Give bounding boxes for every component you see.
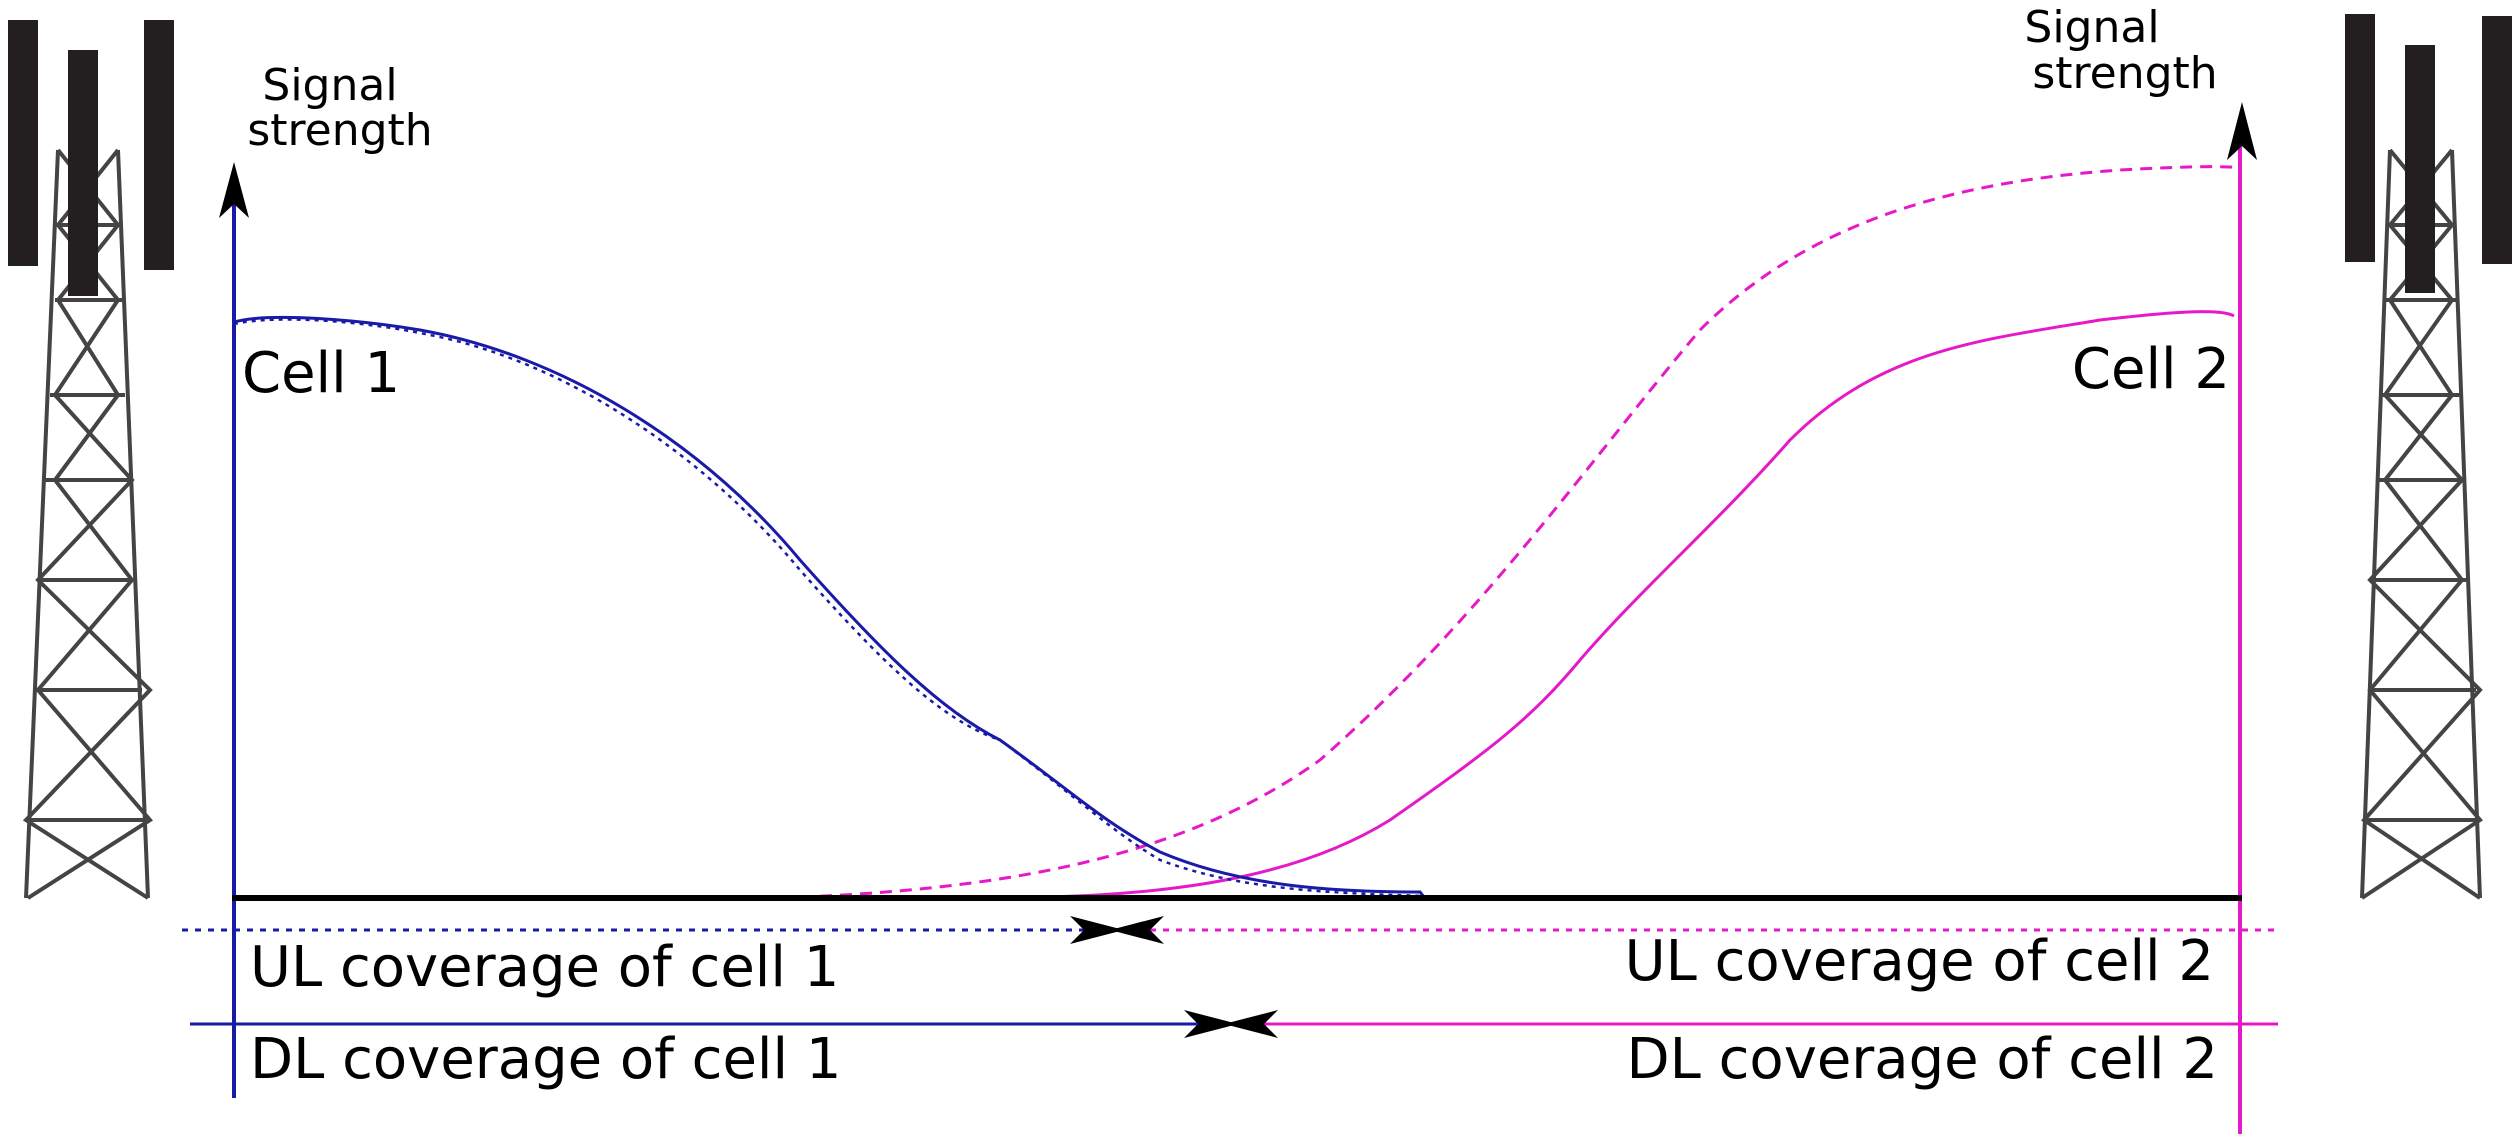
dl-coverage-cell2-label: DL coverage of cell 2: [1627, 1027, 2218, 1092]
dl-coverage-cell1-arrowhead: [1184, 1010, 1238, 1038]
left-axis-label-line1: Signal: [262, 60, 397, 111]
right-tower-icon: [2345, 14, 2512, 900]
left-axis-arrowhead: [219, 162, 249, 218]
right-axis: Signal strength: [2024, 2, 2257, 1134]
dl-coverage-cell2-arrowhead: [1224, 1010, 1278, 1038]
dl-coverage-cell1-label: DL coverage of cell 1: [250, 1027, 841, 1092]
left-tower-icon: [8, 20, 174, 900]
right-axis-label-line2: strength: [2032, 48, 2217, 99]
cell1-ul-signal-curve: [233, 318, 1425, 898]
ul-coverage-cell2-label: UL coverage of cell 2: [1625, 929, 2214, 994]
ul-coverage-cell2-arrowhead: [1110, 916, 1164, 944]
cell1-label: Cell 1: [242, 341, 400, 406]
right-axis-label-line1: Signal: [2024, 2, 2159, 53]
cell2-ul-signal-curve: [779, 165, 2241, 900]
cell2-label: Cell 2: [2072, 337, 2230, 402]
cell1-dl-signal-curve: [233, 315, 1426, 898]
right-axis-arrowhead: [2227, 102, 2257, 160]
ul-coverage-cell1-arrowhead: [1070, 916, 1124, 944]
ul-coverage-cell1-label: UL coverage of cell 1: [250, 935, 839, 1000]
cell2-dl-signal-curve: [1049, 310, 2235, 899]
left-axis: Signal strength: [219, 60, 433, 1098]
left-axis-label-line2: strength: [247, 105, 432, 156]
